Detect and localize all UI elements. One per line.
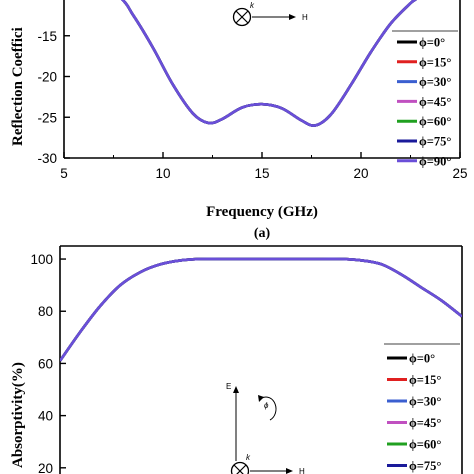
panel-b-legend: ϕ=0°ϕ=15°ϕ=30°ϕ=45°ϕ=60°ϕ=75°ϕ=90° — [384, 343, 460, 474]
panel-b-e-label: E — [226, 382, 231, 391]
k-into-page-icon-b-cross-2 — [236, 464, 247, 474]
k-into-page-icon-b — [230, 461, 250, 474]
y-tick-label: -20 — [37, 70, 57, 85]
panel-a-legend: ϕ=0° ϕ=15° ϕ=30° ϕ=45° ϕ=60° ϕ=75° ϕ=90° — [392, 30, 458, 168]
x-tick-label: 15 — [254, 166, 269, 181]
legend-label: ϕ=45° — [409, 416, 441, 430]
x-tick-label: 5 — [60, 166, 68, 181]
legend-label: ϕ=30° — [409, 395, 441, 409]
panel-a-label: (a) — [254, 226, 271, 241]
y-tick-label: -15 — [37, 29, 57, 44]
panel-b-legend-box — [384, 344, 460, 474]
series-line-6 — [60, 257, 462, 362]
y-tick-label: -25 — [37, 110, 57, 125]
y-tick-label: 100 — [30, 252, 53, 267]
panel-a-x-axis-title: Frequency (GHz) — [206, 204, 318, 220]
x-tick-label: 10 — [155, 166, 170, 181]
panel-b-series-lines — [60, 257, 462, 362]
legend-label: ϕ=90° — [419, 154, 451, 168]
legend-label: ϕ=60° — [409, 438, 441, 452]
panel-a-ticks: -30 -25 -20 -15 -10 5 10 15 20 25 — [37, 0, 467, 181]
panel-a-legend-items: ϕ=0° ϕ=15° ϕ=30° ϕ=45° ϕ=60° ϕ=75° ϕ=90° — [397, 36, 451, 168]
legend-label: ϕ=75° — [419, 135, 451, 149]
h-field-arrowhead — [289, 14, 296, 20]
panel-a-k-label: k — [250, 1, 255, 10]
panel-b-polarization-inset: E ϕ k H — [226, 382, 305, 474]
legend-label: ϕ=45° — [419, 95, 451, 109]
h-field-arrowhead-b — [286, 468, 293, 474]
legend-label: ϕ=75° — [409, 459, 441, 473]
rotation-arrowhead-icon — [258, 395, 264, 402]
panel-a: -30 -25 -20 -15 -10 5 10 15 20 25 Reflection Coef… — [10, 0, 468, 241]
y-tick-label: 80 — [38, 304, 53, 319]
panel-b-h-label: H — [299, 467, 305, 474]
panel-a-legend-box — [392, 31, 458, 155]
panel-b-legend-items: ϕ=0°ϕ=15°ϕ=30°ϕ=45°ϕ=60°ϕ=75°ϕ=90° — [387, 352, 441, 473]
legend-label: ϕ=60° — [419, 115, 451, 129]
rotation-arrow-icon — [261, 396, 277, 421]
x-tick-label: 20 — [353, 166, 368, 181]
panel-a-y-axis-title: Reflection Coeffici — [10, 27, 26, 146]
e-field-arrowhead — [233, 386, 239, 393]
panel-b-ticks: 20 40 60 80 100 — [30, 252, 66, 474]
legend-label: ϕ=15° — [409, 373, 441, 387]
legend-label: ϕ=0° — [419, 36, 445, 50]
panel-a-polarization-inset: k H — [232, 1, 308, 27]
panel-a-series-lines — [120, 0, 417, 127]
panel-b-y-axis-title: Absorptivity(%) — [10, 362, 26, 468]
panel-b: 20 40 60 80 100 Absorptivity(%) E ϕ k H ϕ=0°… — [10, 245, 463, 474]
y-tick-label: 40 — [38, 409, 53, 424]
panel-b-phi-label: ϕ — [264, 401, 269, 410]
k-into-page-icon-cross-2 — [235, 10, 249, 24]
y-tick-label: 20 — [38, 461, 53, 474]
legend-label: ϕ=15° — [419, 55, 451, 69]
legend-label: ϕ=0° — [409, 352, 435, 366]
x-tick-label: 25 — [452, 166, 467, 181]
series-line-6 — [120, 0, 417, 127]
legend-label: ϕ=30° — [419, 75, 451, 89]
panel-a-h-label: H — [302, 13, 308, 22]
y-tick-label: -10 — [37, 0, 57, 3]
panel-b-k-label: k — [246, 453, 251, 462]
y-tick-label: -30 — [37, 151, 57, 166]
y-tick-label: 60 — [38, 356, 53, 371]
